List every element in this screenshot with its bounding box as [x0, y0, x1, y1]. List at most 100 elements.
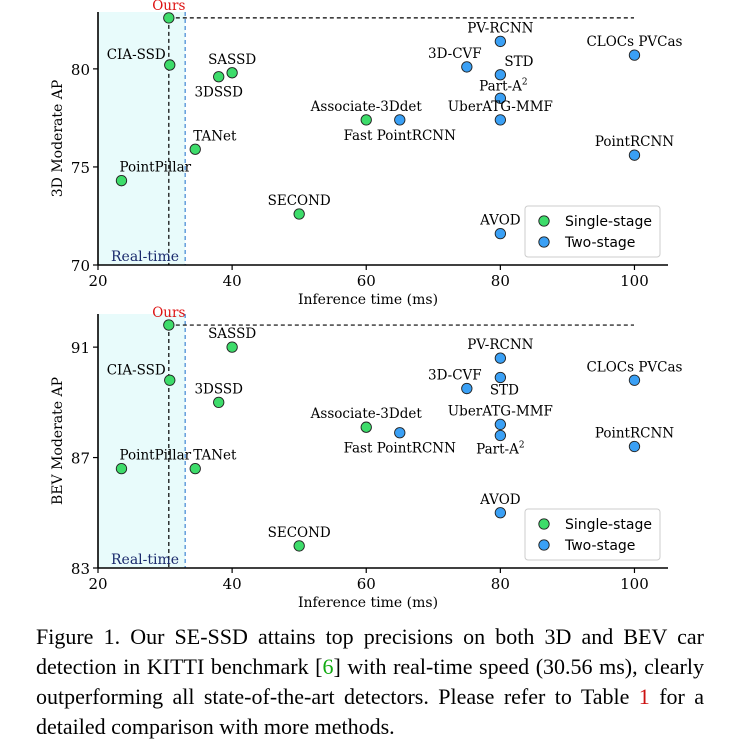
- y-axis-label: BEV Moderate AP: [50, 377, 66, 505]
- caption-text-3: for a detailed comparison with more meth…: [36, 684, 704, 739]
- legend-marker-single-stage: [538, 215, 550, 227]
- y-tick-label: 87: [71, 450, 90, 468]
- point-label-ours: Ours: [152, 0, 185, 14]
- x-tick-label: 60: [357, 272, 376, 290]
- legend-box: [524, 508, 661, 561]
- point-tanet: [189, 143, 201, 155]
- point-label-uberatg-mmf: UberATG-MMF: [448, 403, 553, 419]
- point-label-3dssd: 3DSSD: [194, 381, 243, 397]
- charts-figure: 20 40 60 80 100 70 75 80 Inference time (ms) 3D M…: [50, 0, 683, 611]
- legend-marker-two-stage: [538, 539, 550, 551]
- point-label-part-a: Part-A2: [476, 440, 524, 457]
- x-tick-label: 60: [357, 575, 376, 593]
- point-label-superscript: 2: [522, 77, 528, 87]
- point-part-a: [494, 429, 507, 442]
- point-label-pointrcnn: PointRCNN: [595, 134, 674, 150]
- point-label-cia-ssd: CIA-SSD: [107, 362, 166, 378]
- caption-ref-table-1[interactable]: 1: [638, 684, 650, 709]
- legend-marker-single-stage: [538, 518, 550, 530]
- point-tanet: [189, 462, 201, 475]
- point-label-associate-3ddet: Associate-3Ddet: [310, 99, 423, 115]
- y-tick-label: 91: [71, 339, 90, 357]
- point-label-tanet: TANet: [193, 128, 237, 144]
- y-axis-label: 3D Moderate AP: [50, 80, 66, 198]
- point-3d-cvf: [461, 382, 473, 395]
- y-tick-label: 75: [71, 159, 90, 177]
- point-ours: [163, 319, 175, 331]
- figure-caption: Figure 1. Our SE-SSD attains top precisi…: [36, 622, 704, 742]
- point-uberatg-mmf: [494, 114, 507, 126]
- point-label-3d-cvf: 3D-CVF: [428, 368, 482, 384]
- x-axis-label: Inference time (ms): [298, 595, 438, 611]
- legend-marker-two-stage: [538, 236, 550, 248]
- point-clocs-pvcas: [628, 374, 641, 386]
- point-label-avod: AVOD: [479, 213, 521, 229]
- point-pv-rcnn: [494, 352, 507, 364]
- point-std: [494, 371, 507, 384]
- point-cia-ssd: [164, 374, 176, 386]
- x-tick-label: 20: [88, 575, 107, 593]
- point-pointpillar: [115, 462, 128, 475]
- point-label-clocs-pvcas: CLOCs PVCas: [586, 359, 682, 375]
- point-label-second: SECOND: [268, 193, 331, 209]
- y-tick-label: 83: [71, 560, 90, 578]
- point-avod: [494, 507, 507, 519]
- legend-label-single-stage: Single-stage: [565, 517, 652, 533]
- point-label-std: STD: [490, 383, 519, 399]
- legend-box: [524, 205, 661, 258]
- legend: Single-stage Two-stage: [524, 508, 661, 561]
- x-tick-label: 40: [223, 272, 242, 290]
- point-sassd: [226, 341, 238, 353]
- legend-label-single-stage: Single-stage: [565, 214, 652, 230]
- point-label-pointpillar: PointPillar: [119, 448, 191, 464]
- point-label-fast-pointrcnn: Fast PointRCNN: [344, 441, 457, 457]
- point-label-3dssd: 3DSSD: [194, 85, 243, 101]
- caption-ref-6[interactable]: 6: [322, 654, 334, 679]
- point-clocs-pvcas: [628, 49, 641, 61]
- x-tick-label: 80: [491, 575, 510, 593]
- point-3d-cvf: [461, 61, 473, 73]
- point-sassd: [226, 67, 238, 79]
- x-tick-label: 40: [223, 575, 242, 593]
- point-label-pointrcnn: PointRCNN: [595, 426, 674, 442]
- x-tick-label: 100: [620, 575, 649, 593]
- point-std: [494, 69, 507, 81]
- point-cia-ssd: [164, 59, 176, 71]
- point-label-avod: AVOD: [479, 492, 521, 508]
- x-tick-label: 100: [620, 272, 649, 290]
- point-label-3d-cvf: 3D-CVF: [428, 46, 482, 62]
- point-label-pv-rcnn: PV-RCNN: [467, 20, 533, 36]
- point-ours: [163, 12, 175, 24]
- x-tick-label: 20: [88, 272, 107, 290]
- point-3dssd: [213, 71, 225, 83]
- point-label-sassd: SASSD: [208, 52, 256, 68]
- realtime-label: Real-time: [111, 249, 179, 265]
- realtime-region: [98, 314, 186, 568]
- point-associate-3ddet: [360, 421, 372, 433]
- point-3dssd: [213, 396, 225, 408]
- legend: Single-stage Two-stage: [524, 205, 661, 258]
- y-tick-label: 70: [71, 257, 90, 275]
- point-label-second: SECOND: [268, 525, 331, 541]
- point-label-clocs-pvcas: CLOCs PVCas: [586, 34, 682, 50]
- point-label-fast-pointrcnn: Fast PointRCNN: [344, 128, 457, 144]
- point-pv-rcnn: [494, 35, 507, 48]
- legend-label-two-stage: Two-stage: [564, 235, 635, 251]
- caption-text-2: ] with real-time speed (30.56 ms), clear…: [36, 654, 704, 709]
- x-tick-label: 80: [491, 272, 510, 290]
- caption-text-1: Figure 1. Our SE-SSD attains top precisi…: [36, 624, 704, 679]
- point-label-uberatg-mmf: UberATG-MMF: [448, 99, 553, 115]
- point-label-cia-ssd: CIA-SSD: [107, 47, 166, 63]
- point-fast-pointrcnn: [394, 114, 406, 126]
- point-pointpillar: [115, 175, 128, 187]
- realtime-label: Real-time: [111, 552, 179, 568]
- point-avod: [494, 227, 507, 240]
- point-label-pv-rcnn: PV-RCNN: [467, 337, 533, 353]
- y-tick-label: 80: [71, 61, 90, 79]
- realtime-region: [98, 12, 186, 265]
- point-label-pointpillar: PointPillar: [119, 160, 191, 176]
- point-label-associate-3ddet: Associate-3Ddet: [310, 406, 423, 422]
- point-second: [293, 208, 305, 220]
- legend-label-two-stage: Two-stage: [564, 538, 635, 554]
- point-label-sassd: SASSD: [208, 326, 256, 342]
